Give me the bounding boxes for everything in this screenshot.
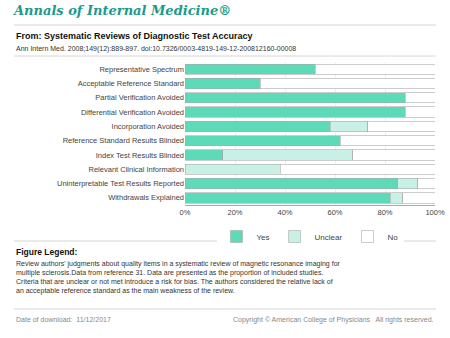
- svg-text:Date of download: 11/12/2017: Date of download: 11/12/2017: [16, 316, 111, 323]
- svg-text:Differential Verification Avoi: Differential Verification Avoided: [81, 108, 184, 117]
- svg-text:Figure Legend:: Figure Legend:: [16, 247, 78, 257]
- svg-text:Ann Intern Med. 2008;149(12):8: Ann Intern Med. 2008;149(12):889-897. do…: [16, 45, 296, 53]
- svg-text:20%: 20%: [227, 208, 242, 217]
- svg-text:Index Test Results Blinded: Index Test Results Blinded: [96, 151, 184, 160]
- svg-text:Withdrawals Explained: Withdrawals Explained: [108, 193, 184, 202]
- svg-text:Reference Standard Results Bli: Reference Standard Results Blinded: [63, 136, 184, 145]
- svg-text:0%: 0%: [180, 208, 191, 217]
- svg-text:Incorporation Avoided: Incorporation Avoided: [112, 122, 184, 131]
- svg-text:Relevant Clinical Information: Relevant Clinical Information: [89, 165, 184, 174]
- svg-text:Acceptable Reference Standard: Acceptable Reference Standard: [78, 79, 184, 88]
- svg-text:40%: 40%: [277, 208, 292, 217]
- svg-text:80%: 80%: [377, 208, 392, 217]
- svg-text:Representative Spectrum: Representative Spectrum: [99, 65, 184, 74]
- svg-text:Unclear: Unclear: [315, 233, 343, 242]
- svg-text:60%: 60%: [327, 208, 342, 217]
- svg-text:No: No: [387, 233, 398, 242]
- svg-text:Annals of Internal Medicine®: Annals of Internal Medicine®: [12, 3, 231, 18]
- svg-text:Partial Verification Avoided: Partial Verification Avoided: [95, 93, 184, 102]
- svg-text:Yes: Yes: [257, 233, 270, 242]
- svg-text:From: Systematic Reviews of Di: From: Systematic Reviews of Diagnostic T…: [16, 31, 253, 41]
- svg-text:Review authors' judgments abou: Review authors' judgments about quality …: [16, 260, 341, 295]
- svg-text:Uninterpretable Test Results R: Uninterpretable Test Results Reported: [57, 179, 184, 188]
- svg-text:100%: 100%: [425, 208, 445, 217]
- svg-text:Copyright © American College o: Copyright © American College of Physicia…: [233, 316, 434, 324]
